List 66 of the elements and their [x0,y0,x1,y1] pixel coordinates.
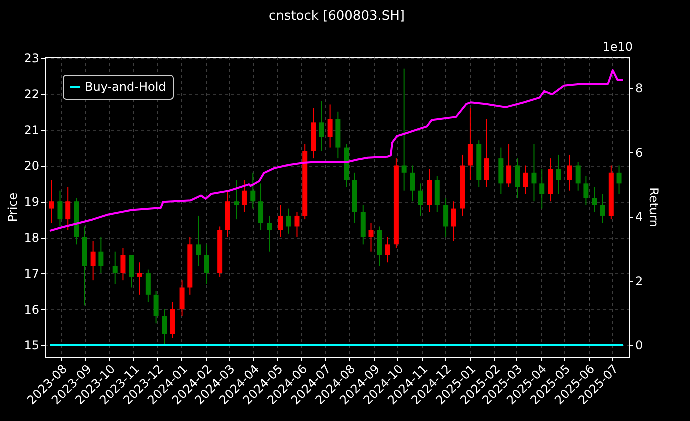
candlestick [410,165,416,202]
candlestick [180,280,185,317]
candlestick [294,212,300,238]
candlestick [468,108,473,181]
candlestick [576,162,581,192]
candlestick [515,158,520,199]
line-series [49,69,624,232]
y-tick-label: 17 [24,266,40,281]
y-tick-label: 23 [24,52,40,66]
candlestick [444,198,449,238]
candlestick [278,204,284,238]
candlestick [129,254,134,288]
candlestick [234,180,240,220]
candlestick [567,154,572,192]
candlestick [506,144,512,188]
candlestick [146,269,151,303]
candlestick [250,172,256,210]
candlestick [112,251,118,285]
candlestick [368,222,374,252]
y-tick-label: 22 [24,87,40,102]
y-tick-label: 15 [24,338,40,353]
candlestick [120,248,126,282]
candlestick [258,183,264,231]
candlestick [319,100,324,152]
y2-tick-label: 2 [636,274,644,288]
candlestick [451,201,456,242]
chart-title: cnstock [600803.SH] [269,9,405,24]
y-tick-label: 19 [24,195,40,210]
candlestick [584,176,589,206]
candlestick [402,68,407,192]
candlestick [328,104,333,148]
y2-tick-label: 6 [636,146,644,160]
y-tick-label: 21 [24,123,40,138]
candlestick [418,183,424,216]
candlestick [616,165,622,195]
text: 1e10 [602,40,633,54]
candlestick [49,180,54,224]
candlestick [66,186,71,231]
y-axis-title: Price [6,192,20,222]
candlestick [523,165,528,195]
y2-tick-label: 4 [636,210,644,224]
candlestick [154,290,159,324]
candlestick [592,186,598,213]
candlestick [58,190,63,228]
candlestick [385,237,390,264]
y-tick-label: 16 [24,302,40,317]
candlestick [484,118,490,188]
y-tick-label: 18 [24,231,40,245]
candlestick [286,208,292,234]
candlestick [204,244,210,285]
candlestick [98,237,104,274]
candlestick [90,240,96,282]
candlestick [540,168,545,210]
candlestick [196,215,202,267]
candlestick [556,154,562,195]
candlestick [600,194,606,224]
y-tick-label: 20 [24,159,40,174]
y2-tick-label: 0 [636,338,644,353]
candlestick [137,262,142,296]
candlestick [267,215,272,252]
legend-label: Buy-and-Hold [85,80,166,94]
y2-tick-label: 8 [636,82,644,96]
candlestick [162,308,168,346]
y2-axis-title: Return [647,188,662,228]
candlestick [242,180,247,213]
candlestick [532,144,537,202]
